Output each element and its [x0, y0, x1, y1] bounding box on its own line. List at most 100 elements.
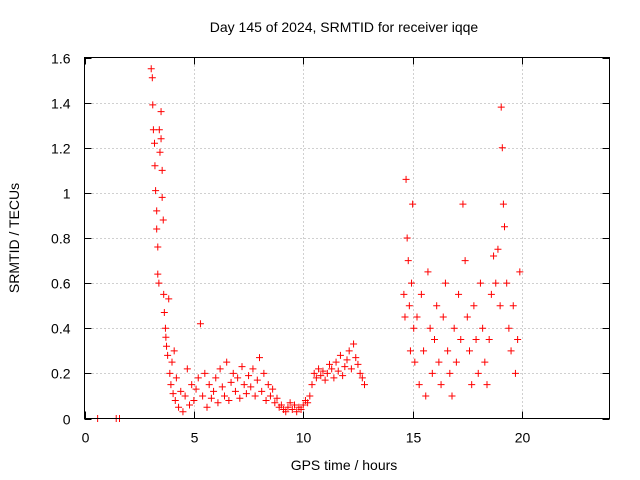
- data-point: [490, 252, 498, 260]
- x-tick-label: 20: [515, 430, 531, 446]
- data-point: [282, 408, 290, 416]
- data-point: [481, 358, 489, 366]
- data-point: [160, 308, 168, 316]
- data-point: [403, 234, 411, 242]
- data-point: [345, 347, 353, 355]
- data-point: [315, 365, 323, 373]
- data-point: [175, 403, 183, 411]
- data-point: [207, 394, 215, 402]
- data-point: [269, 385, 277, 393]
- data-point: [415, 381, 423, 389]
- data-point: [199, 392, 207, 400]
- data-point: [474, 369, 482, 377]
- data-point: [214, 399, 222, 407]
- data-point: [221, 392, 228, 400]
- data-point: [417, 290, 425, 298]
- data-point: [326, 360, 333, 368]
- data-point: [485, 336, 493, 344]
- data-point: [299, 401, 307, 409]
- data-point: [422, 392, 430, 400]
- data-point: [151, 162, 159, 170]
- data-point: [479, 324, 487, 332]
- data-point: [501, 223, 508, 231]
- x-tick-label: 0: [82, 430, 90, 446]
- data-point: [439, 313, 447, 321]
- x-axis-label: GPS time / hours: [291, 457, 398, 473]
- data-point: [170, 347, 178, 355]
- data-point: [332, 358, 340, 366]
- data-point: [190, 396, 198, 404]
- data-point: [420, 347, 428, 355]
- data-point: [319, 367, 327, 375]
- data-point: [166, 369, 174, 377]
- data-point: [260, 369, 268, 377]
- data-point: [212, 374, 220, 382]
- data-point: [347, 365, 355, 373]
- data-point: [169, 390, 177, 398]
- data-point: [413, 313, 421, 321]
- y-axis-label: SRMTID / TECUs: [6, 183, 22, 293]
- data-point: [516, 268, 524, 276]
- data-point: [168, 358, 176, 366]
- data-point: [310, 369, 318, 377]
- data-point: [245, 372, 253, 380]
- data-point: [196, 320, 204, 328]
- data-point: [297, 405, 305, 413]
- y-tick-label: 1: [63, 186, 71, 202]
- data-point: [203, 403, 211, 411]
- data-point: [426, 324, 434, 332]
- data-point: [511, 369, 519, 377]
- data-point: [238, 363, 246, 371]
- data-point: [229, 369, 237, 377]
- data-point: [404, 257, 412, 265]
- data-point: [350, 340, 358, 348]
- y-tick-label: 0.2: [51, 366, 71, 382]
- y-tick-label: 1.2: [51, 141, 71, 157]
- data-point: [157, 135, 165, 143]
- data-point: [162, 333, 170, 341]
- data-point: [192, 385, 200, 393]
- data-point: [147, 65, 155, 73]
- data-point: [494, 245, 502, 253]
- data-point: [153, 225, 161, 233]
- data-point: [431, 336, 438, 344]
- data-point: [441, 279, 449, 287]
- y-tick-label: 1.6: [51, 51, 71, 67]
- data-point: [155, 126, 163, 134]
- data-point: [171, 396, 179, 404]
- y-tick-label: 1.4: [51, 96, 71, 112]
- y-tick-label: 0.4: [51, 321, 71, 337]
- data-point: [223, 358, 231, 366]
- data-point: [487, 290, 495, 298]
- data-point: [433, 302, 441, 310]
- data-point: [410, 324, 418, 332]
- data-point: [437, 381, 445, 389]
- data-point: [461, 257, 469, 265]
- data-point: [216, 365, 224, 373]
- data-point: [444, 347, 452, 355]
- data-point: [236, 394, 244, 402]
- data-point: [483, 381, 491, 389]
- data-point: [160, 290, 168, 298]
- y-tick-label: 0.8: [51, 231, 71, 247]
- data-point: [409, 200, 417, 208]
- data-point: [509, 302, 517, 310]
- x-tick-label: 10: [296, 430, 312, 446]
- data-point: [291, 401, 298, 409]
- data-point: [452, 358, 460, 366]
- y-tick-label: 0.6: [51, 276, 71, 292]
- data-point: [258, 387, 266, 395]
- data-point: [330, 374, 338, 382]
- data-point: [277, 401, 285, 409]
- data-point: [154, 243, 162, 251]
- data-point: [496, 302, 504, 310]
- data-point: [459, 200, 467, 208]
- data-point: [284, 403, 292, 411]
- data-point: [177, 387, 185, 395]
- data-point: [405, 302, 413, 310]
- y-tick-label: 0: [63, 412, 71, 428]
- data-point: [466, 347, 473, 355]
- data-point: [242, 390, 250, 398]
- data-point: [334, 367, 342, 375]
- data-point: [308, 381, 316, 389]
